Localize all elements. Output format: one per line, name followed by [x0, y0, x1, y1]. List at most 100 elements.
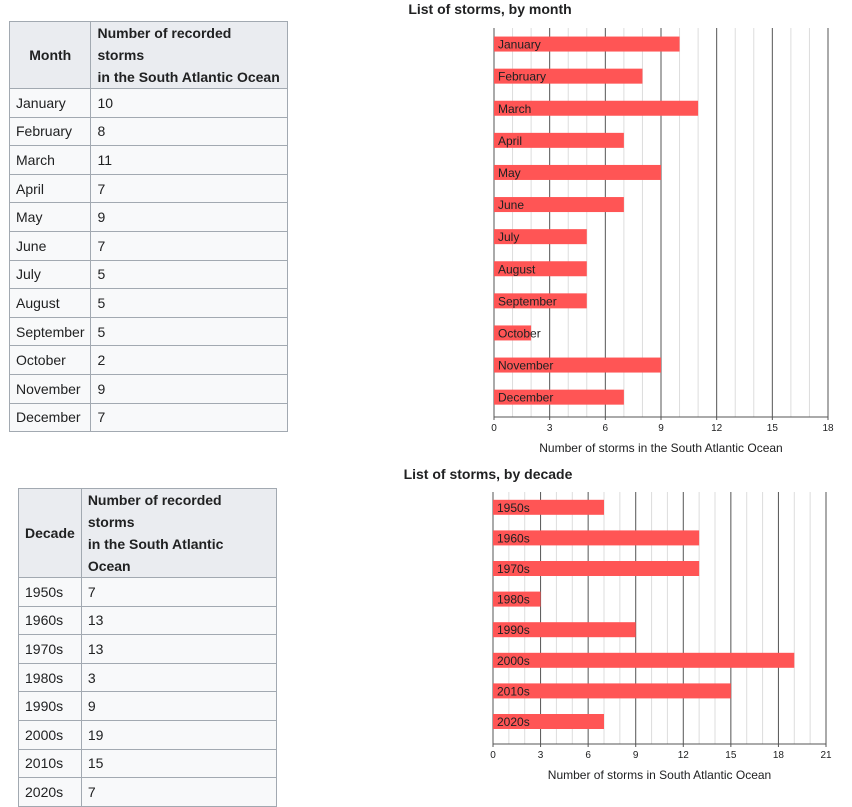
decade-chart-title: List of storms, by decade [403, 466, 573, 482]
month-bar-september [494, 293, 587, 309]
month-bar-november [494, 357, 661, 373]
row-label: August [8, 288, 92, 318]
row-value: 7 [90, 402, 288, 433]
decade-bar-label: 1970s [497, 562, 530, 576]
row-label: January [8, 88, 92, 118]
row-value: 19 [80, 719, 278, 750]
table-row: 2000s 19 [18, 719, 278, 750]
row-value: 15 [80, 748, 278, 779]
row-label: 1950s [18, 577, 82, 607]
bar-charts: January February March April May June July Augu… [490, 28, 834, 782]
row-value: 9 [80, 691, 278, 721]
month-bar-december [494, 389, 624, 405]
row-label: October [8, 345, 92, 375]
table-header-row: Decade Number of recorded storms in the S… [18, 488, 278, 578]
decade-bar-2010s [493, 683, 731, 699]
month-bar-label: March [498, 102, 531, 116]
month-bar-label: June [498, 198, 524, 212]
row-value: 5 [90, 288, 288, 318]
decade-bar-label: 1990s [497, 623, 530, 637]
month-tick-label: 3 [547, 423, 553, 434]
row-label: April [8, 173, 92, 204]
decade-tick-label: 0 [490, 750, 496, 761]
row-value: 9 [90, 373, 288, 404]
table-row: April 7 [8, 173, 288, 204]
month-storms-table: Month Number of recorded storms in the So… [8, 21, 288, 433]
decade-x-axis-label: Number of storms in South Atlantic Ocean [548, 768, 771, 782]
row-label: July [8, 259, 92, 290]
table-row: 1980s 3 [18, 662, 278, 693]
decade-tick-label: 18 [773, 750, 785, 761]
header-line-1: Number of recorded storms [97, 25, 232, 63]
decade-bar-1980s [493, 591, 541, 607]
row-label: 1970s [18, 634, 82, 664]
month-bar-label: December [498, 391, 553, 405]
month-bar-march [494, 100, 699, 116]
storm-count-header: Number of recorded storms in the South At… [80, 488, 278, 578]
month-bar-label: November [498, 359, 553, 373]
row-label: December [8, 402, 92, 433]
table-row: 1960s 13 [18, 605, 278, 636]
table-row: September 5 [8, 316, 288, 347]
decade-tick-label: 9 [633, 750, 639, 761]
month-bar-april [494, 132, 624, 148]
table-row: 2010s 15 [18, 748, 278, 779]
month-tick-label: 12 [711, 423, 723, 434]
month-bar-label: May [498, 166, 521, 180]
table-row: February 8 [8, 116, 288, 147]
month-bar-label: October [498, 326, 541, 340]
row-label: March [8, 145, 92, 175]
decade-bar-label: 2010s [497, 684, 530, 698]
month-bar-february [494, 68, 643, 84]
row-label: May [8, 202, 92, 232]
decade-bar-label: 2000s [497, 654, 530, 668]
month-tick-label: 18 [822, 423, 834, 434]
month-bar-october [494, 325, 532, 341]
decade-bar-1960s [493, 530, 700, 546]
decade-tick-label: 15 [725, 750, 737, 761]
month-bar-label: September [498, 294, 557, 308]
row-label: September [8, 316, 92, 347]
month-bar-july [494, 229, 587, 245]
decade-bar-label: 1960s [497, 531, 530, 545]
row-label: June [8, 230, 92, 261]
month-tick-label: 6 [603, 423, 609, 434]
table-row: January 10 [8, 88, 288, 118]
row-value: 13 [80, 605, 278, 636]
header-line-2: in the South Atlantic Ocean [87, 536, 224, 574]
table-row: December 7 [8, 402, 288, 433]
decade-bar-1970s [493, 561, 700, 576]
table-row: July 5 [8, 259, 288, 290]
header-line-1: Number of recorded storms [87, 492, 222, 530]
decade-header: Decade [18, 488, 82, 578]
row-value: 5 [90, 259, 288, 290]
row-value: 8 [90, 116, 288, 147]
month-header: Month [8, 21, 92, 89]
row-value: 11 [90, 145, 288, 175]
decade-bar-label: 1980s [497, 593, 530, 607]
month-bar-june [494, 197, 624, 213]
decade-bar-1950s [493, 499, 604, 515]
month-bar-label: April [498, 134, 522, 148]
decade-tick-label: 3 [538, 750, 544, 761]
month-bar-may [494, 164, 661, 180]
month-tick-label: 0 [491, 423, 497, 434]
month-chart-title: List of storms, by month [408, 1, 572, 17]
header-line-2: in the South Atlantic Ocean [97, 69, 280, 85]
row-value: 3 [80, 662, 278, 693]
month-tick-label: 9 [658, 423, 664, 434]
storm-count-header: Number of recorded storms in the South At… [90, 21, 288, 89]
row-label: 1990s [18, 691, 82, 721]
row-value: 9 [90, 202, 288, 232]
row-value: 5 [90, 316, 288, 347]
row-value: 7 [90, 173, 288, 204]
month-bar-label: July [498, 230, 519, 244]
decade-bar-1990s [493, 622, 636, 638]
table-row: May 9 [8, 202, 288, 232]
row-label: 2010s [18, 748, 82, 779]
row-value: 13 [80, 634, 278, 664]
row-value: 7 [80, 577, 278, 607]
table-row: 1990s 9 [18, 691, 278, 721]
table-row: 1950s 7 [18, 577, 278, 607]
decade-tick-label: 6 [585, 750, 591, 761]
